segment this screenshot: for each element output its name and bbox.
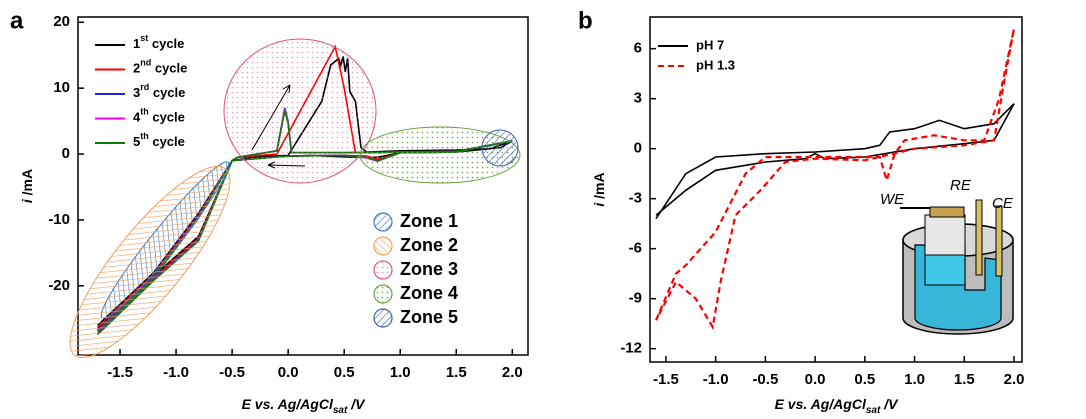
plot-frame: [77, 16, 529, 356]
text-part: /mA: [19, 169, 35, 199]
scan-arrow: [251, 84, 291, 151]
x-tick-label: 1.5: [954, 371, 975, 388]
text-part: i: [591, 202, 607, 207]
y-tick-label: -12: [620, 340, 642, 357]
zone-region: [223, 38, 377, 184]
x-tick-label: 0.5: [334, 364, 355, 381]
text-part: sat: [866, 405, 881, 416]
x-tick-label: -1.0: [703, 371, 729, 388]
zone-legend-label: Zone 5: [400, 307, 458, 327]
x-tick-label: -0.5: [219, 364, 245, 381]
zone-region: [359, 126, 521, 184]
y-tick-label: -20: [48, 277, 70, 294]
y-axis-label: i /mA: [591, 172, 607, 206]
x-tick-label: 2.0: [1004, 371, 1025, 388]
x-tick-label: 0.0: [278, 364, 299, 381]
y-tick-label: 6: [634, 40, 642, 57]
y-tick-label: -10: [48, 211, 70, 228]
inset-label: WE: [880, 191, 905, 208]
cell-inset: [900, 199, 1014, 335]
inset-label: RE: [950, 177, 972, 194]
x-axis-label: E vs. Ag/AgClsat /V: [242, 396, 367, 416]
legend-label: 3rd cycle: [133, 82, 185, 100]
y-tick-label: 3: [634, 90, 642, 107]
zone-region: [69, 165, 231, 359]
text-part: sat: [333, 405, 348, 416]
y-tick-label: 10: [53, 79, 70, 96]
y-tick-label: 0: [634, 140, 642, 157]
zone-legend-label: Zone 4: [400, 283, 458, 303]
x-tick-label: -1.0: [163, 364, 189, 381]
scan-arrow: [267, 161, 306, 169]
text-part: E vs. Ag/AgCl: [242, 396, 334, 412]
legend-label: 1st cycle: [133, 33, 184, 51]
panel-label: b: [578, 7, 593, 34]
y-axis-label: i /mA: [19, 169, 35, 203]
y-tick-label: -9: [629, 290, 642, 307]
legend-label: 2nd cycle: [133, 58, 187, 76]
legend-label: pH 7: [696, 37, 724, 52]
zone-region: [481, 129, 519, 167]
zone-legend-swatch: [373, 284, 393, 304]
y-tick-label: 20: [53, 13, 70, 30]
data-line: [654, 28, 1016, 331]
y-tick-label: -3: [629, 190, 642, 207]
text-part: E vs. Ag/AgCl: [775, 396, 867, 412]
text-part: /mA: [591, 172, 607, 202]
x-tick-label: 2.0: [502, 364, 523, 381]
x-tick-label: 1.0: [904, 371, 925, 388]
x-tick-label: -1.5: [107, 364, 133, 381]
data-line: [655, 103, 1015, 220]
legend-label: pH 1.3: [696, 57, 735, 72]
text-part: i: [19, 198, 35, 203]
inset-label: CE: [992, 195, 1014, 212]
y-tick-label: 0: [62, 145, 70, 162]
x-tick-label: 0.0: [805, 371, 826, 388]
zone-legend-label: Zone 1: [400, 211, 458, 231]
x-tick-label: 1.0: [390, 364, 411, 381]
legend-label: 5th cycle: [133, 131, 185, 149]
x-tick-label: -1.5: [653, 371, 679, 388]
zone-legend-swatch: [373, 260, 393, 280]
y-tick-label: -6: [629, 240, 642, 257]
x-tick-label: 1.5: [446, 364, 467, 381]
x-tick-label: -0.5: [752, 371, 778, 388]
text-part: /V: [880, 396, 899, 412]
zone-legend-swatch: [373, 308, 393, 328]
zone-legend-label: Zone 3: [400, 259, 458, 279]
zone-legend-label: Zone 2: [400, 235, 458, 255]
plot-frame: [649, 16, 1023, 363]
zone-legend-swatch: [373, 212, 393, 232]
legend-label: 4th cycle: [133, 107, 185, 125]
zone-legend-swatch: [373, 236, 393, 256]
x-axis-label: E vs. Ag/AgClsat /V: [775, 396, 900, 416]
x-tick-label: 0.5: [854, 371, 875, 388]
text-part: /V: [347, 396, 366, 412]
panel-label: a: [10, 7, 24, 34]
